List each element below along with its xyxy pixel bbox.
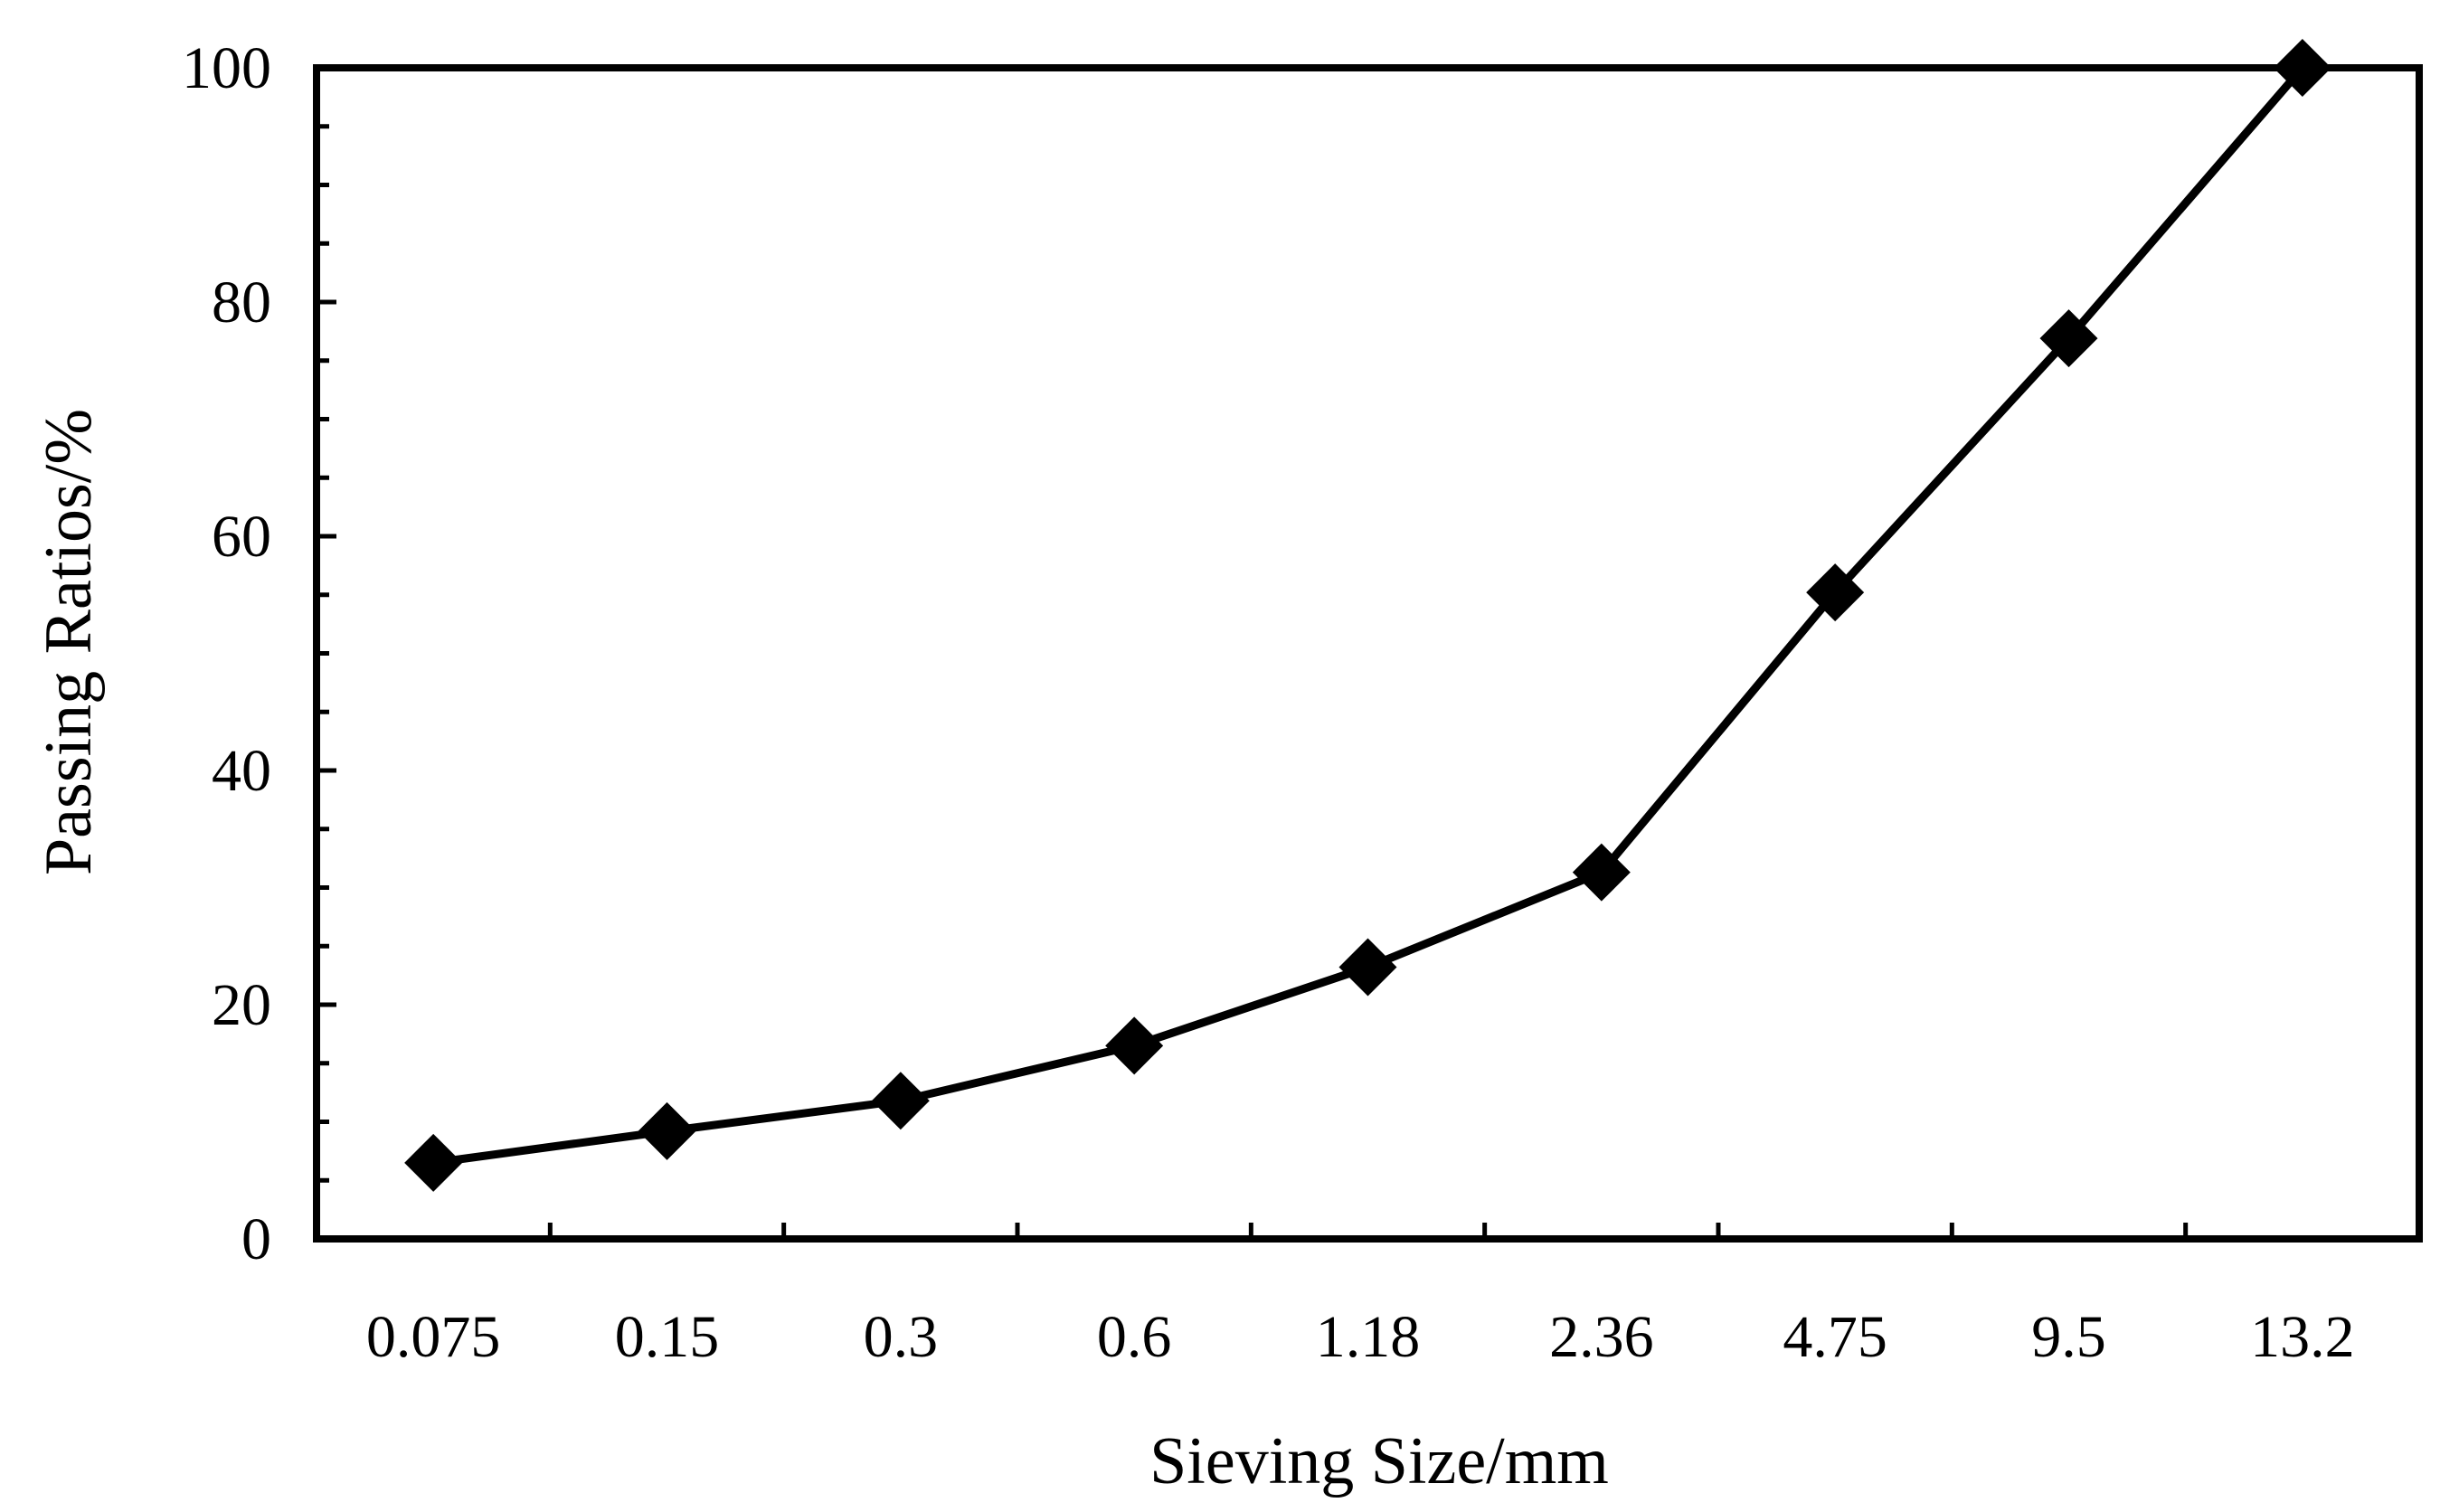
x-tick-label: 0.075 [366,1304,501,1370]
y-tick-label: 80 [212,269,271,335]
x-axis-title: Sieving Size/mm [1149,1424,1609,1498]
series-line-group [432,65,2306,1167]
data-point-marker [1806,563,1865,622]
x-tick-label: 0.15 [615,1304,720,1370]
x-tick-label: 0.3 [864,1304,939,1370]
y-tick-label: 40 [212,738,271,804]
data-point-marker [638,1101,696,1160]
x-tick-label: 2.36 [1549,1304,1654,1370]
y-tick-labels: 0 20 40 60 80 100 [182,35,271,1272]
x-tick-labels: 0.075 0.15 0.3 0.6 1.18 2.36 4.75 9.5 13.2 [366,1304,2355,1370]
data-point-marker [871,1072,930,1130]
y-tick-label: 100 [182,35,271,101]
series-line [432,65,2306,1167]
data-point-marker [2039,309,2098,368]
data-point-marker [1338,938,1397,997]
x-tick-label: 4.75 [1783,1304,1887,1370]
x-tick-label: 0.6 [1097,1304,1172,1370]
data-markers [404,39,2331,1192]
y-tick-label: 20 [212,972,271,1038]
x-tick-label: 9.5 [2031,1304,2106,1370]
y-tick-label: 0 [241,1206,271,1272]
y-tick-label: 60 [212,504,271,570]
x-tick-label: 1.18 [1316,1304,1421,1370]
x-tick-label: 13.2 [2250,1304,2355,1370]
y-axis-title: Passing Ratios/% [32,409,106,875]
plot-frame [313,64,2423,1243]
data-point-marker [1105,1016,1164,1075]
data-point-marker [1572,843,1631,902]
data-point-marker [404,1133,463,1192]
